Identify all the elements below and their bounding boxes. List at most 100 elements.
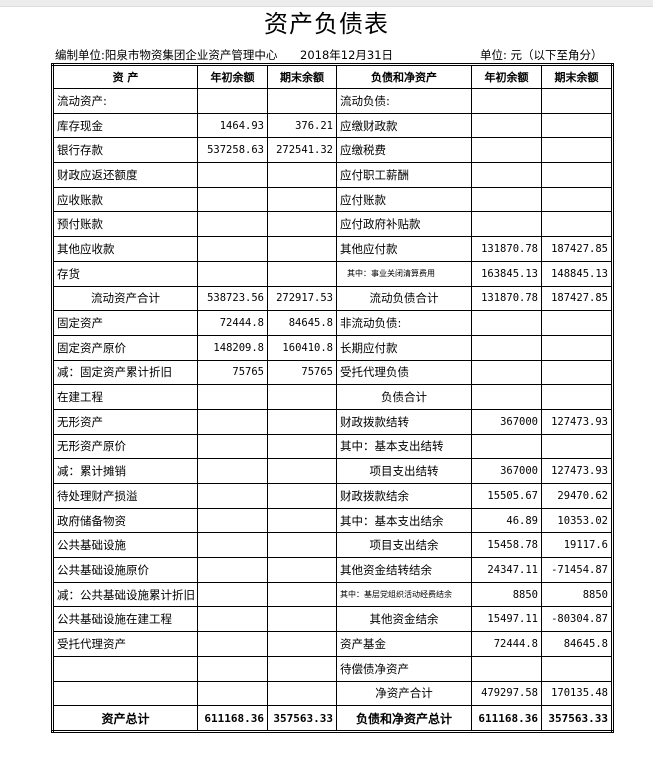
amount-cell	[471, 655, 542, 682]
amount-cell: 127473.93	[541, 458, 613, 484]
amount-cell	[197, 236, 268, 262]
table-row: 在建工程 负债合计	[52, 384, 613, 410]
table-row: 无形资产 财政拨款结转 367000 127473.93	[52, 408, 613, 435]
amount-cell: 537258.63	[197, 137, 268, 164]
amount-cell	[541, 211, 613, 238]
column-header: 年初余额	[197, 64, 268, 89]
amount-cell: 148845.13	[541, 260, 613, 287]
amount-cell: 611168.36	[471, 705, 542, 732]
amount-cell	[197, 458, 268, 484]
amount-cell: 376.21	[267, 112, 337, 139]
amount-cell	[471, 162, 542, 188]
amount-cell: 46.89	[471, 507, 542, 534]
table-row: 减：累计摊销 项目支出结转 367000 127473.93	[52, 458, 613, 484]
amount-cell: 127473.93	[541, 408, 613, 435]
item-label: 其中：事业关闭清算费用	[336, 260, 472, 287]
amount-cell	[541, 334, 613, 361]
amount-cell	[197, 631, 268, 657]
amount-cell	[541, 433, 613, 460]
amount-cell: 187427.85	[541, 285, 613, 312]
item-label: 流动负债合计	[336, 285, 472, 312]
item-label: 其中：基本支出结余	[336, 507, 472, 534]
item-label: 净资产合计	[336, 680, 472, 707]
amount-cell	[267, 581, 337, 608]
amount-cell	[197, 384, 268, 410]
amount-cell: 15458.78	[471, 532, 542, 559]
amount-cell	[267, 507, 337, 534]
amount-cell	[267, 211, 337, 238]
item-label: 非流动负债:	[336, 310, 472, 336]
amount-cell	[267, 483, 337, 509]
amount-cell	[541, 162, 613, 188]
amount-cell: 24347.11	[471, 557, 542, 583]
amount-cell	[541, 359, 613, 386]
amount-cell: 357563.33	[541, 705, 613, 732]
item-label: 负债合计	[336, 384, 472, 410]
amount-cell: 10353.02	[541, 507, 613, 534]
amount-cell	[471, 334, 542, 361]
amount-cell	[197, 557, 268, 583]
item-label: 银行存款	[52, 137, 198, 164]
table-row: 公共基础设施 项目支出结余 15458.78 19117.6	[52, 532, 613, 559]
item-label: 其中：基层党组织活动经费结余	[336, 581, 472, 608]
amount-cell: 357563.33	[267, 705, 337, 732]
amount-cell	[267, 260, 337, 287]
amount-cell: 8850	[541, 581, 613, 608]
amount-cell	[541, 655, 613, 682]
amount-cell	[541, 88, 613, 114]
item-label: 其他应收款	[52, 236, 198, 262]
amount-cell	[197, 606, 268, 633]
amount-cell: 29470.62	[541, 483, 613, 509]
item-label: 在建工程	[52, 384, 198, 410]
item-label: 财政拨款结转	[336, 408, 472, 435]
column-header: 资 产	[52, 64, 198, 89]
report-date: 2018年12月31日	[300, 48, 394, 62]
amount-cell	[267, 631, 337, 657]
table-row: 净资产合计 479297.58 170135.48	[52, 680, 613, 707]
amount-cell: 131870.78	[471, 285, 542, 312]
item-label	[52, 680, 198, 707]
amount-cell	[267, 433, 337, 460]
item-label: 资产基金	[336, 631, 472, 657]
item-label: 资产总计	[52, 705, 198, 732]
amount-cell	[267, 408, 337, 435]
amount-cell	[267, 557, 337, 583]
item-label: 财政拨款结余	[336, 483, 472, 509]
table-row: 财政应返还额度 应付职工薪酬	[52, 162, 613, 188]
item-label: 无形资产原价	[52, 433, 198, 460]
amount-cell	[197, 433, 268, 460]
amount-cell	[541, 384, 613, 410]
amount-cell	[267, 88, 337, 114]
amount-cell: 148209.8	[197, 334, 268, 361]
table-row: 无形资产原价 其中：基本支出结转	[52, 433, 613, 460]
amount-cell	[471, 359, 542, 386]
amount-cell	[541, 137, 613, 164]
item-label: 应付政府补贴款	[336, 211, 472, 238]
item-label: 减：固定资产累计折旧	[52, 359, 198, 386]
amount-cell: 163845.13	[471, 260, 542, 287]
amount-cell	[267, 384, 337, 410]
item-label: 项目支出结余	[336, 532, 472, 559]
amount-cell	[197, 532, 268, 559]
column-header: 负债和净资产	[336, 64, 472, 89]
amount-cell	[267, 458, 337, 484]
table-row: 库存现金 1464.93 376.21 应缴财政款	[52, 112, 613, 139]
amount-cell	[267, 655, 337, 682]
amount-cell	[267, 532, 337, 559]
amount-cell: 272541.32	[267, 137, 337, 164]
item-label: 负债和净资产总计	[336, 705, 472, 732]
table-row: 应收账款 应付账款	[52, 186, 613, 213]
table-row: 受托代理资产 资产基金 72444.8 84645.8	[52, 631, 613, 657]
amount-cell: 15497.11	[471, 606, 542, 633]
amount-cell	[267, 606, 337, 633]
amount-cell	[197, 88, 268, 114]
item-label: 受托代理资产	[52, 631, 198, 657]
item-label: 财政应返还额度	[52, 162, 198, 188]
viewer-toolbar	[0, 0, 653, 7]
item-label: 公共基础设施	[52, 532, 198, 559]
prepared-by: 编制单位:阳泉市物资集团企业资产管理中心	[55, 48, 278, 62]
amount-cell	[471, 384, 542, 410]
item-label: 项目支出结转	[336, 458, 472, 484]
amount-cell: 187427.85	[541, 236, 613, 262]
amount-cell	[471, 310, 542, 336]
